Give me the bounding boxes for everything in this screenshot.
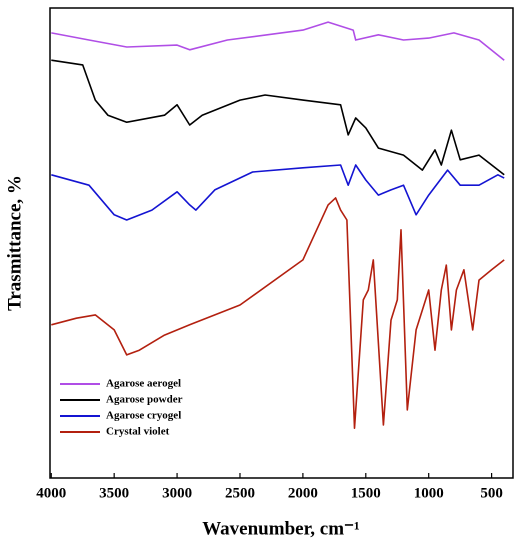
legend-label: Agarose aerogel — [106, 378, 181, 390]
x-tick-label: 4000 — [36, 485, 66, 501]
x-tick-label: 3000 — [162, 485, 192, 501]
x-tick-label: 2500 — [225, 485, 255, 501]
y-axis-label: Trasmittance, % — [4, 175, 25, 311]
x-tick-label: 500 — [480, 485, 503, 501]
x-tick-label: 3500 — [99, 485, 129, 501]
legend-label: Agarose powder — [106, 394, 183, 406]
plot-frame — [49, 7, 514, 479]
x-tick-label: 1000 — [414, 485, 444, 501]
legend-label: Crystal violet — [106, 426, 170, 438]
spectrum-line — [51, 164, 505, 221]
spectrum-line — [51, 21, 505, 61]
x-axis-label: Wavenumber, cm⁻¹ — [202, 518, 360, 539]
spectrum-line — [51, 197, 505, 429]
legend-label: Agarose cryogel — [106, 410, 181, 422]
spectrum-line — [51, 59, 505, 176]
x-tick-label: 1500 — [351, 485, 381, 501]
x-tick-label: 2000 — [288, 485, 318, 501]
